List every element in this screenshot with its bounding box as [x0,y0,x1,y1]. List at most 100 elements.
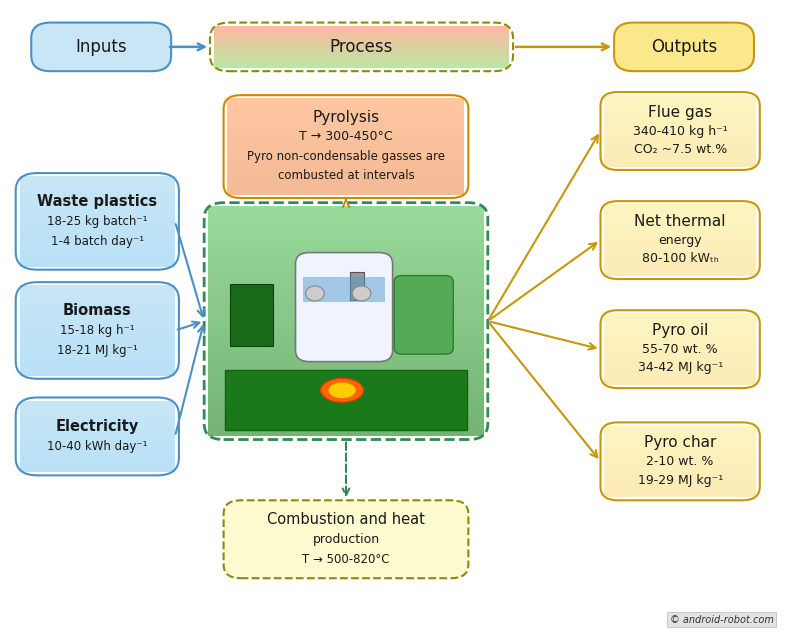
Text: 18-21 MJ kg⁻¹: 18-21 MJ kg⁻¹ [57,344,138,357]
Bar [228,150,465,153]
Bar [208,344,484,350]
Bar [604,95,756,98]
Bar [20,328,175,331]
Bar [604,440,756,443]
Bar [214,62,509,63]
Bar [214,50,509,51]
Bar [604,113,756,115]
Bar [20,263,175,266]
Bar [214,29,509,30]
Bar [20,413,175,415]
Bar [20,465,175,467]
Text: 18-25 kg batch⁻¹: 18-25 kg batch⁻¹ [47,215,147,228]
Bar [604,483,756,486]
Ellipse shape [320,378,363,402]
Bar [20,345,175,349]
Bar [604,463,756,466]
FancyBboxPatch shape [31,22,171,71]
Text: 80-100 kWₜₕ: 80-100 kWₜₕ [642,252,718,265]
Bar [228,153,465,156]
Text: production: production [312,533,380,546]
Bar [214,38,509,39]
Text: 15-18 kg h⁻¹: 15-18 kg h⁻¹ [60,324,135,337]
Bar [20,333,175,336]
Bar [208,350,484,356]
Bar [20,432,175,434]
Bar [20,458,175,460]
Text: Pyrolysis: Pyrolysis [312,110,380,125]
Bar [20,434,175,436]
Bar [604,242,756,244]
Bar [20,446,175,448]
Bar [208,310,484,315]
Text: 2-10 wt. %: 2-10 wt. % [646,455,714,468]
Bar [214,28,509,29]
Bar [604,477,756,480]
Bar [20,258,175,261]
Bar [20,441,175,443]
Bar [604,216,756,219]
Bar [228,188,465,191]
Bar [214,57,509,59]
Bar [604,429,756,431]
Bar [604,434,756,437]
Bar [604,488,756,492]
Bar [604,333,756,336]
Bar [604,109,756,113]
Bar [604,247,756,250]
Bar [604,314,756,316]
Bar [208,356,484,361]
Bar [20,297,175,300]
Bar [228,185,465,188]
Bar [228,166,465,169]
Bar [228,143,465,146]
Bar [214,67,509,68]
Bar [604,345,756,348]
Bar [228,99,465,102]
Bar [208,275,484,280]
Bar [208,373,484,379]
Ellipse shape [328,382,356,398]
Bar [208,269,484,275]
Bar [604,227,756,230]
Text: energy: energy [658,233,702,247]
Bar [20,288,175,291]
Bar [228,140,465,143]
Text: Biomass: Biomass [63,303,132,318]
Bar [604,233,756,236]
Bar [214,65,509,66]
Bar [604,480,756,483]
Bar [228,130,465,134]
Bar [228,111,465,114]
Bar [604,350,756,354]
Bar [20,427,175,429]
Bar [208,425,484,431]
Bar [604,149,756,153]
Bar [214,31,509,32]
Text: 19-29 MJ kg⁻¹: 19-29 MJ kg⁻¹ [638,474,722,487]
Bar [20,221,175,225]
Bar [208,338,484,344]
Bar [208,419,484,425]
Bar [214,48,509,49]
Bar [20,197,175,200]
Bar [604,127,756,130]
Bar [214,32,509,33]
Bar [604,155,756,158]
Bar [604,492,756,494]
Bar [604,359,756,362]
Bar [20,443,175,446]
Bar [208,379,484,385]
Bar [20,319,175,321]
Bar [208,218,484,223]
Bar [208,367,484,373]
Bar [228,160,465,163]
Bar [604,98,756,101]
Bar [20,242,175,245]
Bar [20,451,175,453]
Bar [20,245,175,249]
FancyBboxPatch shape [614,22,754,71]
Bar [214,41,509,43]
Text: 1-4 batch day⁻¹: 1-4 batch day⁻¹ [51,235,144,248]
Bar [20,354,175,357]
